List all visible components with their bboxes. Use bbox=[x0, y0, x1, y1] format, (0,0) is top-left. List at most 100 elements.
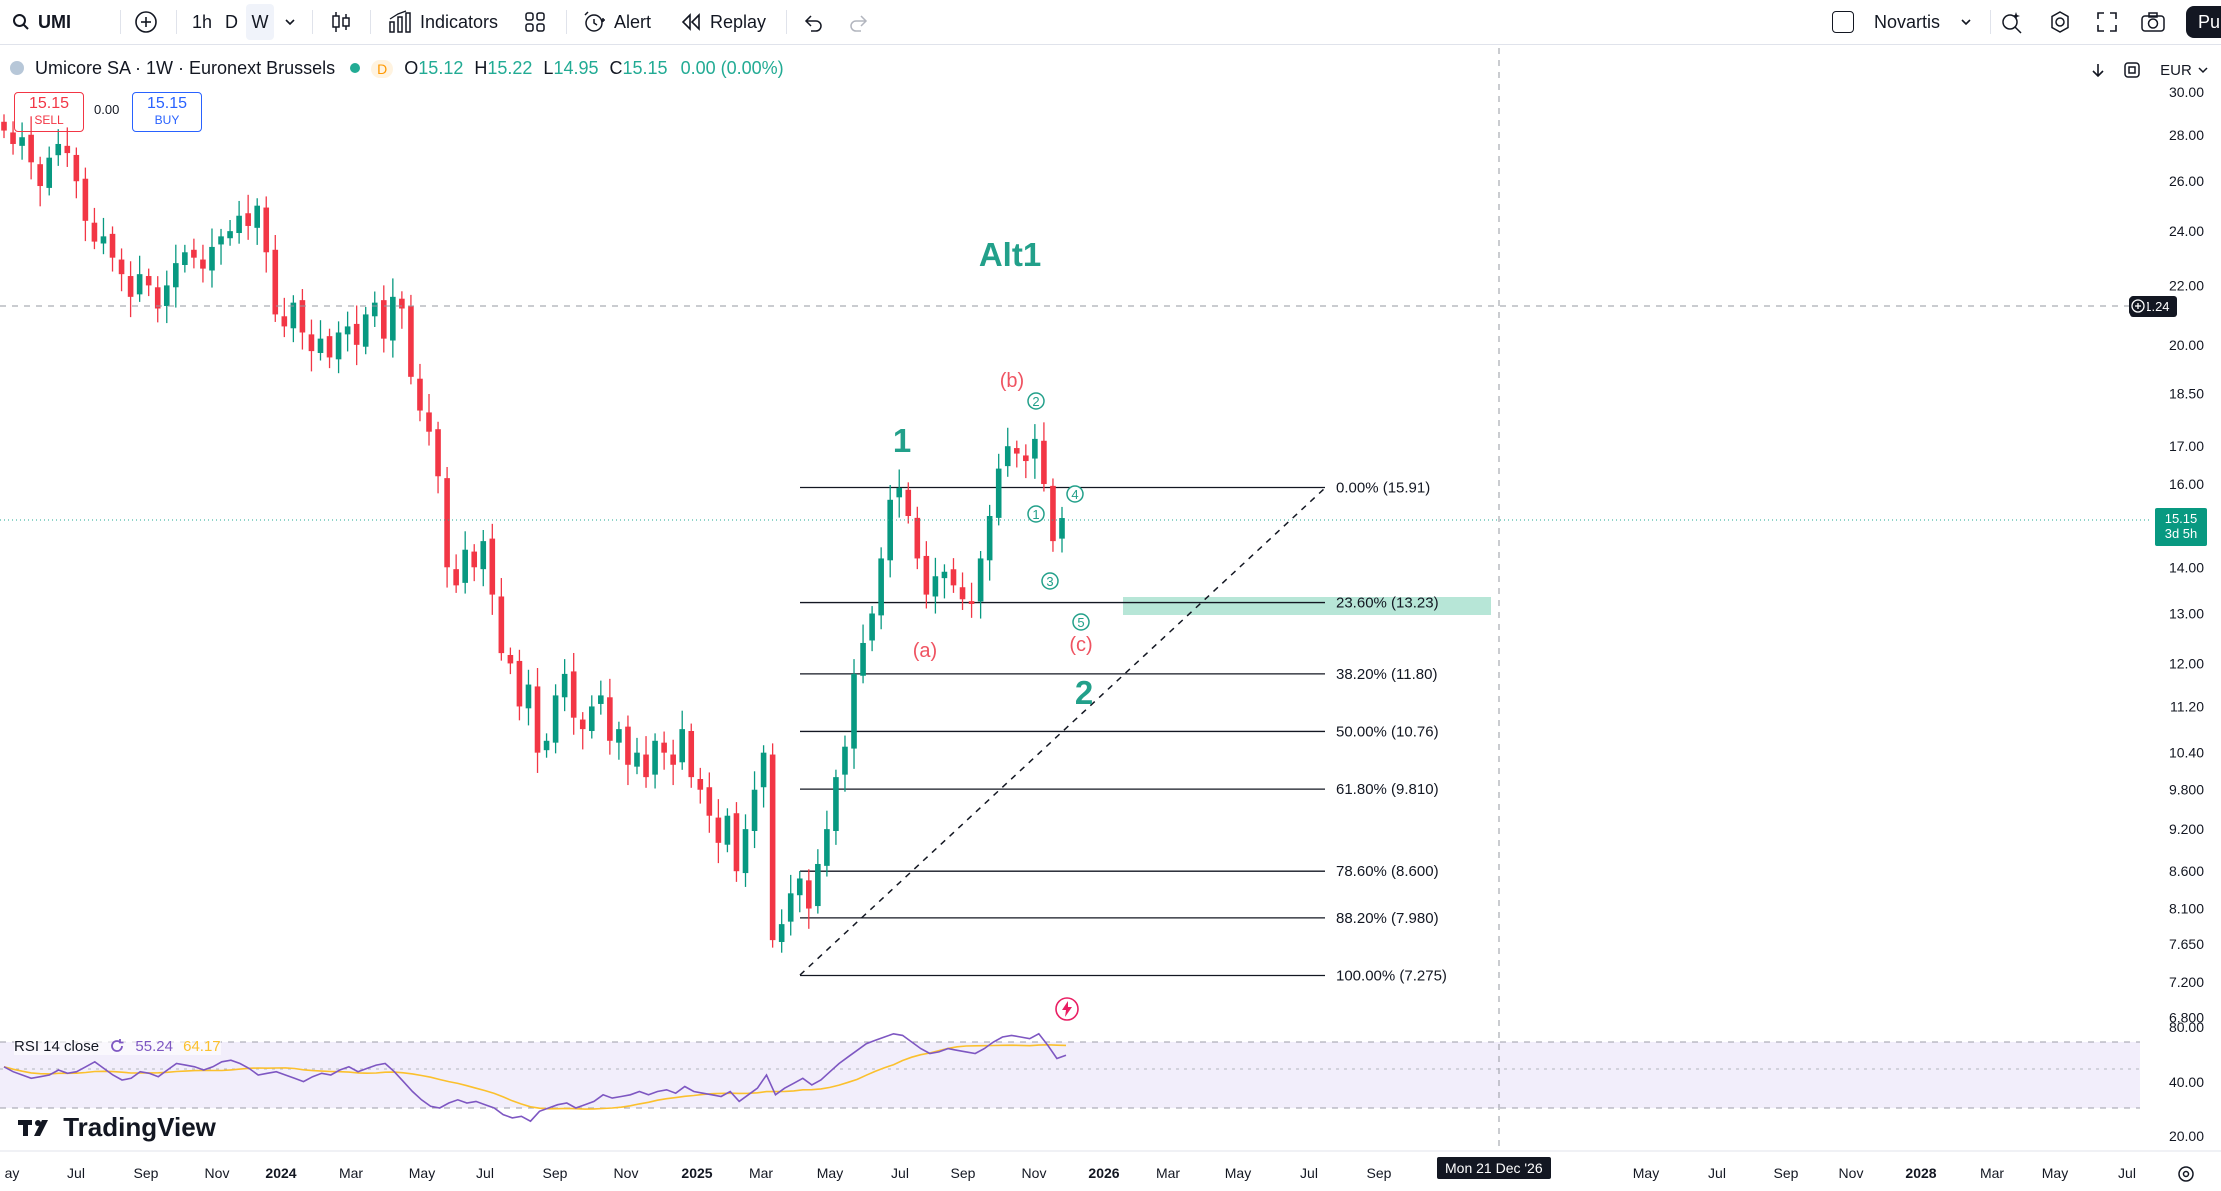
redo-button[interactable] bbox=[848, 0, 870, 44]
candle-body bbox=[435, 429, 441, 477]
candle bbox=[787, 874, 794, 936]
indicators-button[interactable]: Indicators bbox=[388, 0, 498, 44]
candle-body bbox=[625, 726, 631, 765]
candle-body bbox=[335, 332, 342, 360]
candle-body bbox=[1023, 455, 1029, 462]
compare-add-button[interactable] bbox=[134, 0, 158, 44]
wave-circle-label: 4 bbox=[1066, 485, 1084, 503]
chevron-down-icon bbox=[285, 19, 295, 26]
buy-button[interactable]: 15.15 BUY bbox=[132, 92, 202, 132]
candle-body bbox=[263, 207, 270, 253]
chart-type-button[interactable] bbox=[330, 0, 352, 44]
interval-w[interactable]: W bbox=[246, 4, 274, 40]
candle bbox=[408, 294, 414, 385]
events-button[interactable] bbox=[1054, 996, 1080, 1022]
candle bbox=[480, 529, 487, 587]
candle-body bbox=[91, 222, 98, 242]
rsi-line bbox=[3, 1032, 1067, 1123]
candle bbox=[28, 116, 34, 180]
symbol-search[interactable]: UMI bbox=[12, 0, 71, 44]
candle-body bbox=[860, 642, 866, 676]
candle-body bbox=[634, 752, 640, 767]
candle-body bbox=[706, 787, 713, 816]
candle bbox=[1013, 440, 1020, 468]
price-tick-label: 12.00 bbox=[2169, 655, 2204, 671]
divider bbox=[312, 10, 313, 34]
candle bbox=[91, 207, 98, 250]
time-tick-label: Mar bbox=[1980, 1165, 2004, 1181]
compare-checkbox[interactable]: Novartis bbox=[1832, 0, 1972, 44]
alert-button[interactable]: Alert bbox=[582, 0, 651, 44]
candle-body bbox=[941, 571, 948, 579]
candle bbox=[390, 278, 396, 358]
candle-body bbox=[109, 233, 116, 258]
candle bbox=[977, 550, 984, 619]
fib-23-zone bbox=[1123, 597, 1491, 615]
candle bbox=[136, 255, 143, 302]
candle bbox=[652, 733, 658, 789]
candle-body bbox=[842, 746, 848, 775]
time-axis-settings-button[interactable] bbox=[2176, 1164, 2196, 1184]
undo-button[interactable] bbox=[802, 0, 824, 44]
candle bbox=[462, 531, 468, 594]
bar-countdown: 3d 5h bbox=[2164, 526, 2198, 541]
candle-body bbox=[290, 302, 297, 329]
snapshot-button[interactable] bbox=[2140, 0, 2166, 44]
candle bbox=[896, 469, 903, 518]
candle bbox=[227, 220, 233, 246]
candle-body bbox=[878, 558, 884, 616]
chevron-down-icon bbox=[1961, 19, 1971, 26]
candle-body bbox=[390, 296, 396, 341]
sell-button[interactable]: 15.15 SELL bbox=[14, 92, 84, 132]
ohlc-change: 0.00 (0.00%) bbox=[680, 58, 784, 78]
quick-search-button[interactable] bbox=[2000, 0, 2024, 44]
wave-label-alt1: Alt1 bbox=[979, 236, 1041, 273]
replay-button[interactable]: Replay bbox=[680, 0, 766, 44]
candle-body bbox=[742, 829, 749, 874]
publish-label: Pu bbox=[2198, 11, 2221, 32]
add-alert-button[interactable] bbox=[2129, 297, 2147, 315]
fullscreen-button[interactable] bbox=[2096, 0, 2118, 44]
candle-body bbox=[46, 157, 53, 188]
indicators-label: Indicators bbox=[420, 11, 499, 32]
price-tick-label: 10.40 bbox=[2169, 745, 2204, 761]
gear-icon bbox=[2178, 1166, 2194, 1182]
candle bbox=[435, 421, 441, 494]
candle-body bbox=[353, 323, 360, 345]
templates-button[interactable] bbox=[524, 0, 546, 44]
candle bbox=[118, 248, 125, 292]
time-tick-label: Sep bbox=[543, 1165, 568, 1181]
candle bbox=[335, 321, 342, 374]
currency-selector[interactable]: EUR bbox=[2156, 56, 2212, 84]
interval-dropdown[interactable] bbox=[284, 0, 296, 44]
scroll-to-realtime-button[interactable] bbox=[2084, 56, 2112, 84]
time-tick-label: Sep bbox=[1367, 1165, 1392, 1181]
candle bbox=[64, 127, 71, 167]
publish-button[interactable]: Pu bbox=[2186, 6, 2221, 38]
candle-body bbox=[570, 671, 577, 718]
candle bbox=[471, 544, 478, 582]
chart-sync-button[interactable] bbox=[2118, 56, 2146, 84]
time-tick-label: ay bbox=[5, 1165, 20, 1181]
candle bbox=[824, 810, 830, 877]
tradingview-watermark: TradingView bbox=[18, 1112, 216, 1143]
fib-level-label: 38.20% (11.80) bbox=[1336, 666, 1437, 683]
rsi-scale-label: 80.00 bbox=[2169, 1019, 2204, 1035]
sell-price: 15.15 bbox=[28, 95, 70, 112]
candle bbox=[290, 295, 297, 343]
candle-body bbox=[480, 541, 487, 570]
time-tick-label: Sep bbox=[1774, 1165, 1799, 1181]
candle bbox=[145, 268, 152, 297]
candle-body bbox=[489, 538, 496, 595]
interval-1h[interactable]: 1h bbox=[192, 0, 212, 44]
rewind-icon bbox=[681, 13, 700, 31]
settings-button[interactable] bbox=[2048, 0, 2072, 44]
interval-d[interactable]: D bbox=[225, 0, 238, 44]
rsi-label: RSI 14 close bbox=[14, 1038, 100, 1055]
candle bbox=[489, 523, 496, 615]
candle bbox=[254, 198, 260, 245]
wave-label-b: (b) bbox=[1000, 370, 1024, 392]
candle bbox=[245, 194, 251, 240]
candle-body bbox=[1013, 448, 1020, 454]
